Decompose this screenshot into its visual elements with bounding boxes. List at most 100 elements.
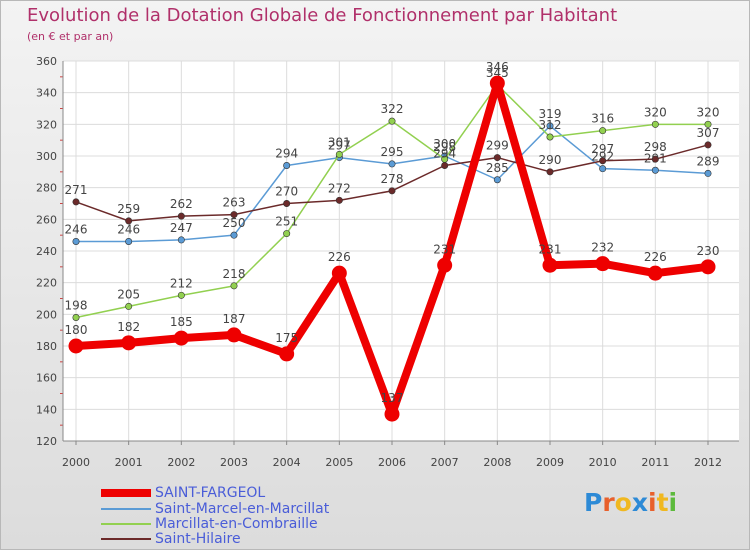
data-point-saint-marcel-en-marcillat (546, 122, 554, 130)
data-label-saint-hilaire: 294 (433, 147, 456, 161)
data-point-saint-marcel-en-marcillat (493, 176, 501, 184)
data-label-saint-marcel-en-marcillat: 246 (65, 223, 88, 237)
data-label-saint-hilaire: 290 (539, 153, 562, 167)
x-tick-label: 2010 (589, 456, 617, 469)
y-tick-label: 240 (36, 245, 57, 258)
data-label-saint-marcel-en-marcillat: 300 (433, 137, 456, 151)
data-point-saint-fargeol (331, 265, 347, 281)
x-tick-label: 2006 (378, 456, 406, 469)
proxiti-logo: Proxiti (584, 488, 677, 517)
logo-letter: i (648, 488, 657, 517)
data-label-saint-hilaire: 278 (381, 172, 404, 186)
data-label-saint-fargeol: 180 (65, 323, 88, 337)
data-point-saint-marcel-en-marcillat (599, 165, 607, 173)
data-point-saint-hilaire (72, 198, 80, 206)
data-point-saint-fargeol (226, 327, 242, 343)
x-tick-label: 2012 (694, 456, 722, 469)
data-point-saint-fargeol (121, 335, 137, 351)
data-point-saint-hilaire (599, 157, 607, 165)
data-point-saint-hilaire (704, 141, 712, 149)
legend-swatch-marcillat-en-combraille (101, 523, 151, 525)
data-label-marcillat-en-combraille: 205 (117, 287, 140, 301)
data-point-saint-fargeol (173, 330, 189, 346)
y-tick-label: 200 (36, 308, 57, 321)
y-tick-label: 360 (36, 55, 57, 68)
legend-label-saint-fargeol: SAINT-FARGEOL (155, 485, 266, 501)
data-point-marcillat-en-combraille (283, 230, 291, 238)
legend-swatch-saint-fargeol (101, 489, 151, 497)
x-tick-label: 2001 (115, 456, 143, 469)
data-label-marcillat-en-combraille: 198 (65, 299, 88, 313)
data-label-saint-marcel-en-marcillat: 294 (275, 147, 298, 161)
x-tick-label: 2003 (220, 456, 248, 469)
logo-letter: r (602, 488, 615, 517)
data-point-saint-fargeol (542, 257, 558, 273)
data-point-saint-hilaire (651, 155, 659, 163)
legend-item-saint-hilaire: Saint-Hilaire (101, 531, 241, 547)
data-point-saint-hilaire (230, 211, 238, 219)
data-label-marcillat-en-combraille: 312 (539, 118, 562, 132)
data-point-saint-fargeol (68, 338, 84, 354)
data-point-marcillat-en-combraille (72, 313, 80, 321)
x-tick-label: 2011 (641, 456, 669, 469)
data-label-saint-hilaire: 271 (65, 183, 88, 197)
data-point-saint-hilaire (335, 196, 343, 204)
data-label-saint-marcel-en-marcillat: 247 (170, 221, 193, 235)
data-label-saint-fargeol: 226 (328, 250, 351, 264)
logo-letter: i (668, 488, 678, 517)
data-point-saint-marcel-en-marcillat (283, 162, 291, 170)
chart-subtitle: (en € et par an) (27, 30, 114, 43)
data-label-saint-hilaire: 262 (170, 197, 193, 211)
y-tick-label: 280 (36, 182, 57, 195)
chart-title: Evolution de la Dotation Globale de Fonc… (27, 5, 618, 26)
data-point-saint-hilaire (441, 162, 449, 170)
data-point-saint-hilaire (546, 168, 554, 176)
legend-item-marcillat-en-combraille: Marcillat-en-Combraille (101, 516, 318, 532)
data-label-marcillat-en-combraille: 251 (275, 215, 298, 229)
data-label-saint-hilaire: 297 (591, 142, 614, 156)
logo-letter: o (614, 488, 632, 517)
data-label-saint-hilaire: 298 (644, 140, 667, 154)
data-point-saint-fargeol (595, 256, 611, 272)
data-label-saint-fargeol: 232 (591, 241, 614, 255)
data-point-marcillat-en-combraille (546, 133, 554, 141)
x-tick-label: 2004 (273, 456, 301, 469)
data-point-saint-fargeol (384, 406, 400, 422)
legend-swatch-saint-hilaire (101, 538, 151, 540)
data-label-saint-fargeol: 187 (223, 312, 246, 326)
data-point-marcillat-en-combraille (599, 127, 607, 135)
data-point-saint-marcel-en-marcillat (125, 238, 133, 246)
data-point-marcillat-en-combraille (651, 120, 659, 128)
y-tick-label: 300 (36, 150, 57, 163)
y-tick-label: 320 (36, 118, 57, 131)
data-label-marcillat-en-combraille: 301 (328, 135, 351, 149)
x-tick-label: 2008 (483, 456, 511, 469)
data-label-marcillat-en-combraille: 212 (170, 276, 193, 290)
y-tick-label: 180 (36, 340, 57, 353)
legend-swatch-saint-marcel-en-marcillat (101, 508, 151, 510)
data-point-saint-hilaire (493, 154, 501, 162)
data-label-marcillat-en-combraille: 298 (433, 140, 456, 154)
y-tick-label: 120 (36, 435, 57, 448)
legend-label-saint-marcel-en-marcillat: Saint-Marcel-en-Marcillat (155, 501, 330, 517)
data-label-marcillat-en-combraille: 320 (644, 105, 667, 119)
data-point-saint-fargeol (437, 257, 453, 273)
data-label-saint-marcel-en-marcillat: 295 (381, 145, 404, 159)
data-point-saint-fargeol (647, 265, 663, 281)
data-label-saint-hilaire: 263 (223, 196, 246, 210)
data-label-saint-fargeol: 175 (275, 331, 298, 345)
data-label-saint-fargeol: 137 (381, 391, 404, 405)
data-label-saint-hilaire: 270 (275, 185, 298, 199)
data-label-marcillat-en-combraille: 316 (591, 112, 614, 126)
data-point-marcillat-en-combraille (704, 120, 712, 128)
logo-letter: t (656, 488, 669, 517)
data-point-marcillat-en-combraille (335, 150, 343, 158)
y-tick-label: 140 (36, 403, 57, 416)
logo-letter: x (631, 488, 648, 517)
x-tick-label: 2005 (325, 456, 353, 469)
data-point-marcillat-en-combraille (125, 302, 133, 310)
x-tick-label: 2009 (536, 456, 564, 469)
data-label-marcillat-en-combraille: 218 (223, 267, 246, 281)
data-label-saint-hilaire: 299 (486, 139, 509, 153)
